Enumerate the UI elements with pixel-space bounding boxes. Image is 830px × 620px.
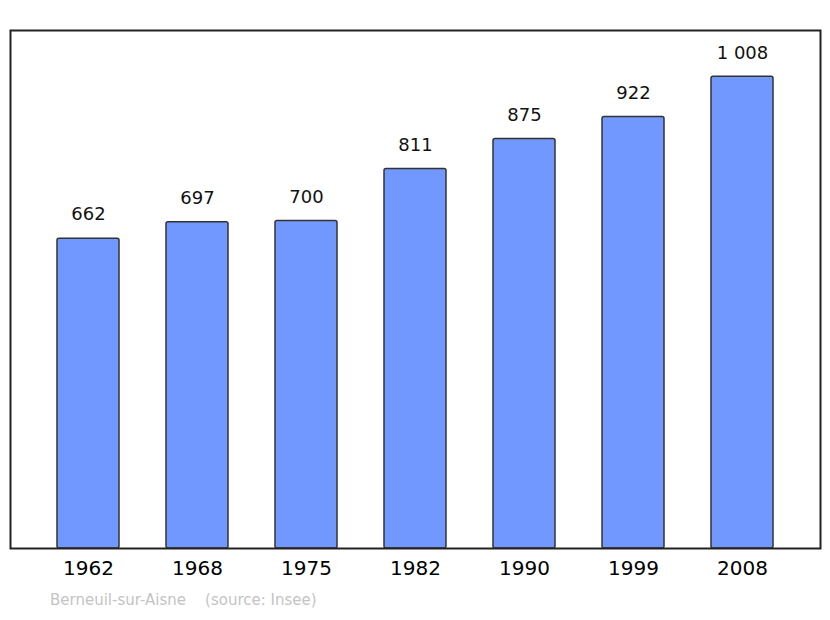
svg-text:1982: 1982: [390, 556, 441, 580]
svg-text:811: 811: [398, 134, 432, 155]
html-text:Berneuil-sur-Aisne (source: In: Berneuil-sur-Aisne (source: Insee): [50, 591, 317, 609]
svg-text:1990: 1990: [499, 556, 550, 580]
svg-text:922: 922: [616, 82, 650, 103]
svg-text:700: 700: [289, 186, 323, 207]
svg-text:1975: 1975: [281, 556, 332, 580]
svg-text:875: 875: [507, 104, 541, 125]
svg-text:1 008: 1 008: [717, 42, 769, 63]
svg-text:662: 662: [71, 203, 105, 224]
svg-text:1968: 1968: [172, 556, 223, 580]
svg-text:1999: 1999: [608, 556, 659, 580]
svg-text:1962: 1962: [63, 556, 114, 580]
svg-text:697: 697: [180, 187, 214, 208]
svg-text:2008: 2008: [717, 556, 768, 580]
